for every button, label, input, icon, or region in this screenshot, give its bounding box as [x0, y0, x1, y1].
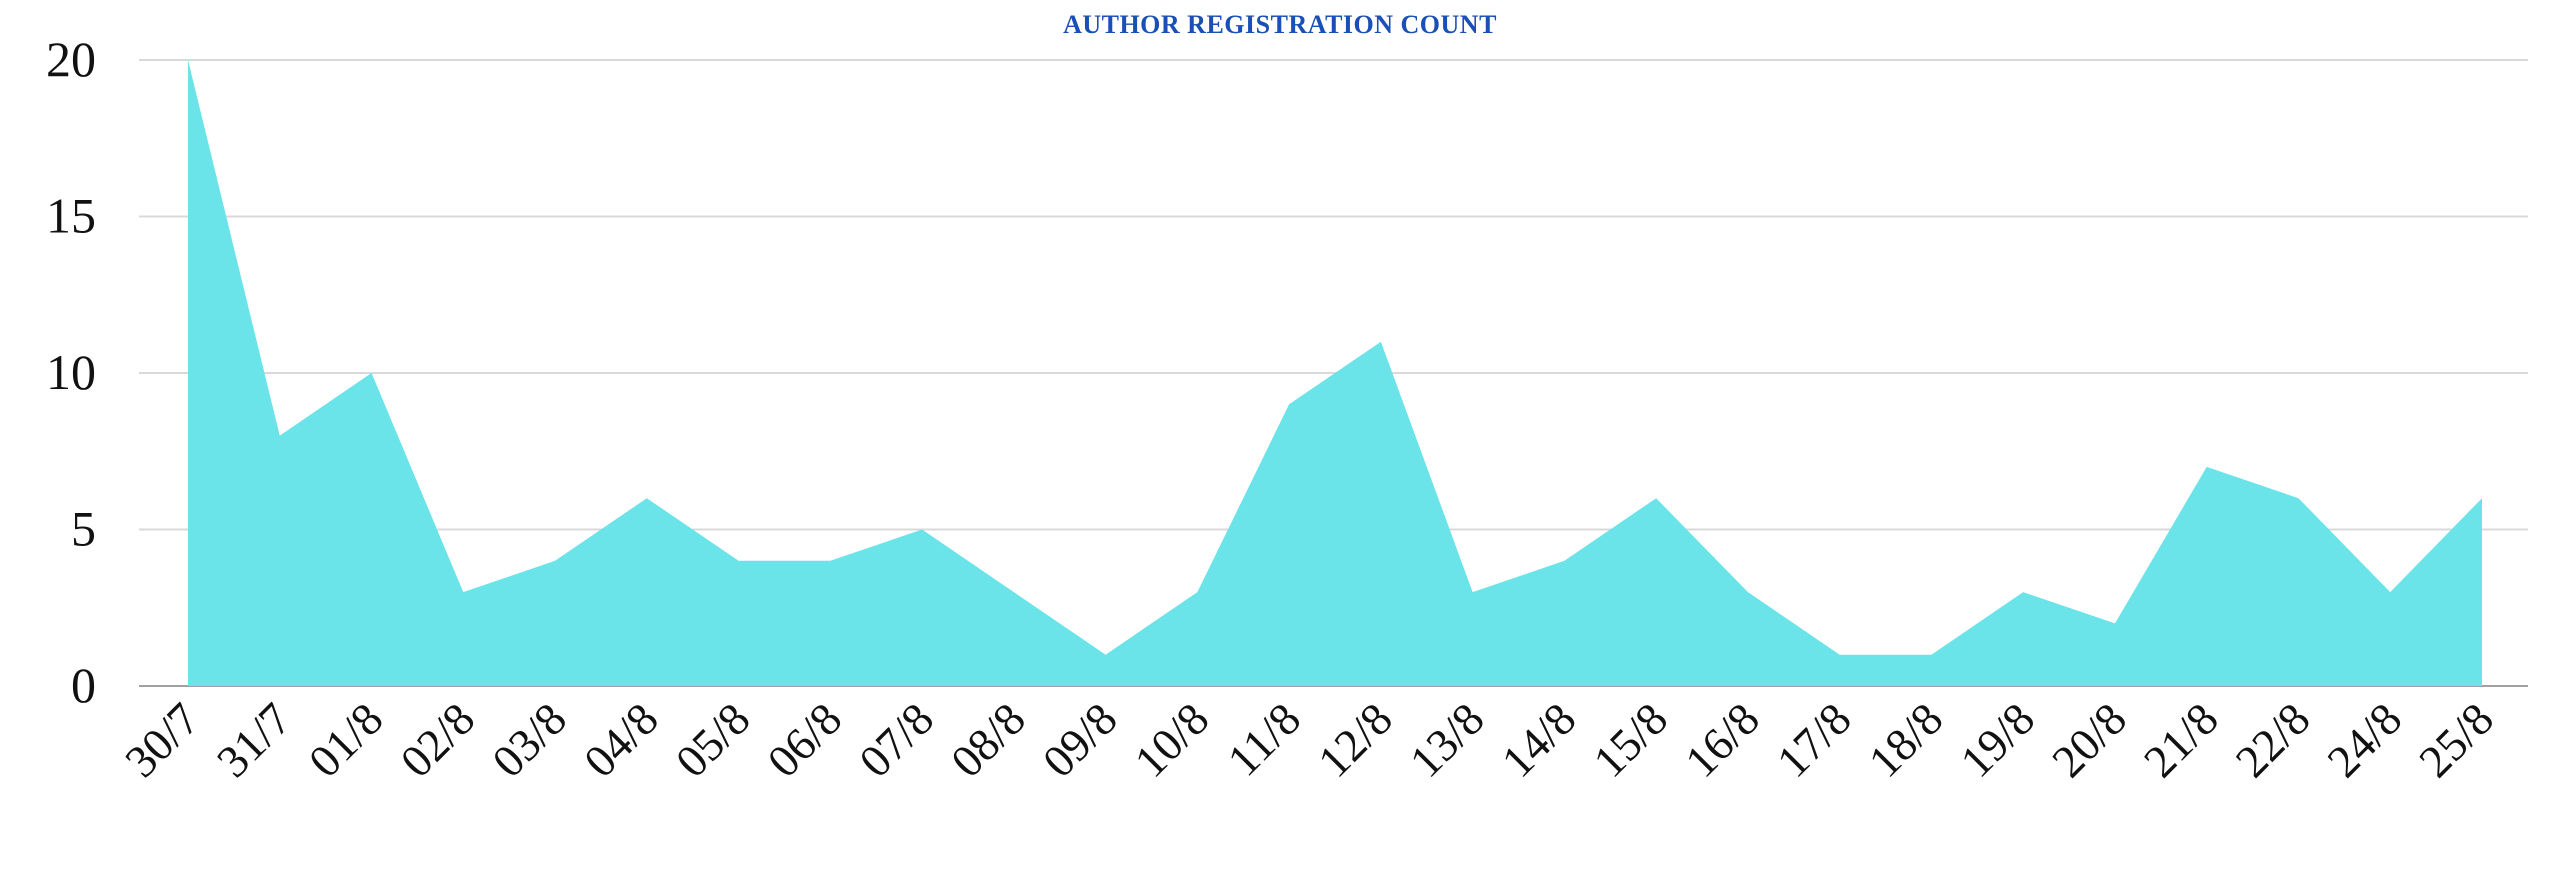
x-tick-label: 22/8: [2226, 693, 2320, 787]
x-tick-label: 11/8: [1218, 693, 1311, 786]
x-tick-label: 15/8: [1583, 693, 1677, 787]
x-tick-label: 20/8: [2042, 693, 2136, 787]
x-tick-label: 07/8: [849, 693, 943, 787]
x-tick-label: 13/8: [1400, 693, 1494, 787]
x-tick-label: 30/7: [115, 693, 209, 787]
x-tick-label: 18/8: [1859, 693, 1953, 787]
x-tick-label: 12/8: [1308, 693, 1402, 787]
x-tick-label: 08/8: [941, 693, 1035, 787]
area-series: [188, 60, 2482, 686]
x-tick-label: 21/8: [2134, 693, 2228, 787]
x-tick-label: 04/8: [574, 693, 668, 787]
x-tick-label: 05/8: [666, 693, 760, 787]
x-tick-label: 25/8: [2409, 693, 2503, 787]
x-tick-label: 02/8: [390, 693, 484, 787]
chart-title: AUTHOR REGISTRATION COUNT: [1063, 10, 1497, 39]
x-tick-label: 10/8: [1125, 693, 1219, 787]
y-tick-label: 20: [46, 31, 96, 87]
x-tick-label: 24/8: [2317, 693, 2411, 787]
y-tick-label: 5: [71, 501, 96, 557]
x-tick-label: 14/8: [1492, 693, 1586, 787]
x-tick-label: 06/8: [758, 693, 852, 787]
y-tick-label: 15: [46, 188, 96, 244]
x-tick-label: 01/8: [299, 693, 393, 787]
x-tick-label: 31/7: [207, 693, 301, 787]
x-tick-label: 19/8: [1950, 693, 2044, 787]
x-tick-label: 09/8: [1033, 693, 1127, 787]
y-tick-label: 0: [71, 657, 96, 713]
x-tick-label: 16/8: [1675, 693, 1769, 787]
x-tick-label: 03/8: [482, 693, 576, 787]
x-tick-label: 17/8: [1767, 693, 1861, 787]
y-tick-label: 10: [46, 344, 96, 400]
